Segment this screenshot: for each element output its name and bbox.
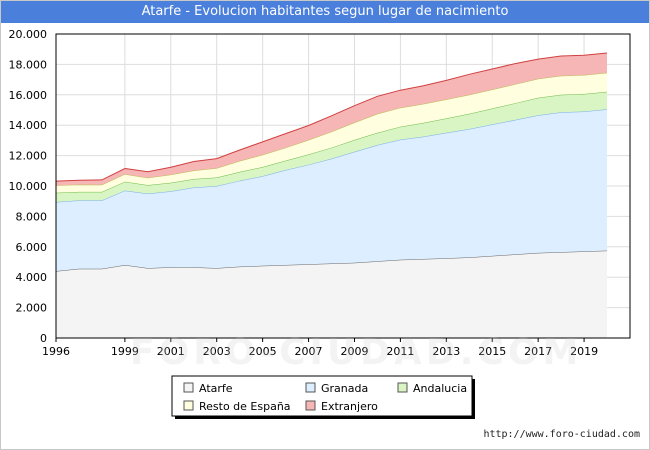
legend-swatch [397,382,408,393]
y-tick-label: 18.000 [9,58,48,71]
legend-label: Resto de España [199,400,291,413]
source-url[interactable]: http://www.foro-ciudad.com [483,429,640,440]
x-tick-label: 2007 [295,345,323,358]
plot-border-rect [55,33,631,339]
y-tick-label: 20.000 [9,28,48,41]
legend-swatch [183,400,194,411]
y-tick-label: 10.000 [9,180,48,193]
legend-swatch [305,400,316,411]
x-tick-label: 2003 [203,345,231,358]
chart-title: Atarfe - Evolucion habitantes segun luga… [1,1,649,23]
legend: Atarfe Granada Andalucia Resto de España Ext… [171,375,475,419]
legend-box [171,375,473,417]
y-tick-label: 0 [40,332,47,345]
x-tick-label: 1996 [42,345,70,358]
area-resto-de-espa-a [56,72,607,193]
x-tick-label: 1999 [111,345,139,358]
y-axis: 0 2.000 4.000 6.000 8.000 10.000 12.000 14.000 1… [9,28,48,345]
x-tick-label: 2001 [157,345,185,358]
x-tick-label: 2013 [432,345,460,358]
x-tick-label: 2015 [478,345,506,358]
area-extranjero [56,53,607,186]
x-axis: 1996 1999 2001 2003 2005 2007 2009 2011 2013 2015… [42,338,598,358]
x-tick-label: 2009 [340,345,368,358]
y-tick-label: 14.000 [9,119,48,132]
legend-swatch [183,382,194,393]
y-tick-label: 6.000 [16,241,48,254]
legend-label: Andalucia [413,382,467,395]
y-tick-label: 16.000 [9,89,48,102]
legend-label: Granada [321,382,368,395]
x-tick-label: 2011 [386,345,414,358]
x-tick-label: 2005 [249,345,277,358]
y-tick-label: 8.000 [16,210,48,223]
area-series [55,52,608,338]
area-andalucia [56,91,607,202]
y-tick-label: 4.000 [16,271,48,284]
x-tick-label: 2019 [570,345,598,358]
area-granada [56,109,607,272]
area-atarfe [56,250,607,338]
legend-swatch [305,382,316,393]
y-tick-label: 2.000 [16,302,48,315]
y-tick-label: 12.000 [9,150,48,163]
legend-label: Atarfe [199,382,233,395]
plot-border [55,33,631,339]
line-extranjero [55,52,608,182]
legend-label: Extranjero [321,400,378,413]
x-tick-label: 2017 [524,345,552,358]
